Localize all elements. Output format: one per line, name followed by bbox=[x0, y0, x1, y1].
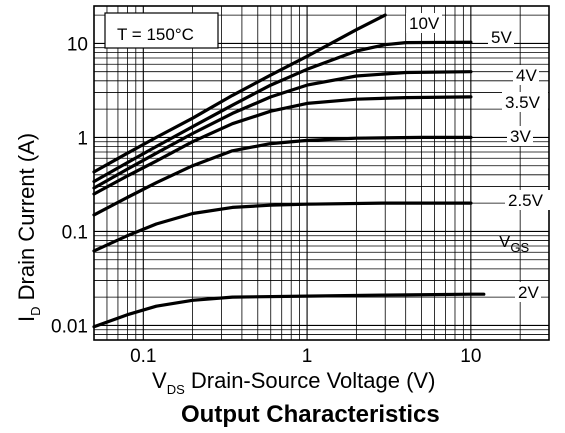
curve-2v bbox=[92, 292, 486, 329]
curve-4v bbox=[92, 70, 473, 190]
y-axis-label: ID Drain Current (A) bbox=[14, 133, 43, 322]
curve-10v bbox=[92, 13, 387, 174]
series-label-text: 3V bbox=[510, 127, 531, 146]
series-label-10v: 10V bbox=[406, 13, 442, 33]
temperature-annotation: T = 150°C bbox=[117, 25, 194, 44]
curve-2_5v bbox=[92, 201, 473, 253]
series-label-text: 2V bbox=[518, 283, 539, 302]
curve-3_5v bbox=[92, 95, 473, 196]
curve-5v bbox=[92, 40, 473, 184]
y-tick-label: 0.1 bbox=[62, 222, 88, 243]
series-label-5v: 5V bbox=[488, 27, 514, 47]
series-label-text: 4V bbox=[516, 66, 537, 85]
chart-title: Output Characteristics bbox=[181, 401, 440, 428]
x-tick-label: 10 bbox=[460, 346, 481, 367]
curves bbox=[92, 13, 486, 329]
temperature-annotation-box bbox=[104, 12, 219, 49]
curve-3v bbox=[92, 135, 473, 217]
axis-marks: 0.1 1 10 0.01 0.1 1 10 bbox=[51, 34, 481, 367]
series-label-3v: 3V bbox=[507, 126, 533, 146]
y-tick-label: 10 bbox=[67, 34, 88, 55]
series-label-4v: 4V bbox=[513, 65, 539, 85]
series-label-text: 5V bbox=[491, 28, 512, 47]
x-axis-label: VDS Drain-Source Voltage (V) bbox=[152, 368, 435, 397]
grid-lines bbox=[93, 6, 550, 341]
series-label-2v: 2V bbox=[515, 282, 541, 302]
series-label-2_5v: 2.5V bbox=[505, 190, 551, 210]
y-tick-label: 1 bbox=[77, 128, 88, 149]
series-label-text: 3.5V bbox=[505, 93, 541, 112]
series-label-text: 10V bbox=[409, 14, 440, 33]
x-tick-label: 1 bbox=[302, 346, 313, 367]
series-label-3_5v: 3.5V bbox=[502, 92, 548, 112]
y-tick-label: 0.01 bbox=[51, 316, 88, 337]
vgs-legend-title: VGS bbox=[499, 232, 529, 255]
series-label-text: 2.5V bbox=[508, 191, 544, 210]
x-tick-label: 0.1 bbox=[130, 346, 156, 367]
plot-frame bbox=[93, 5, 550, 341]
